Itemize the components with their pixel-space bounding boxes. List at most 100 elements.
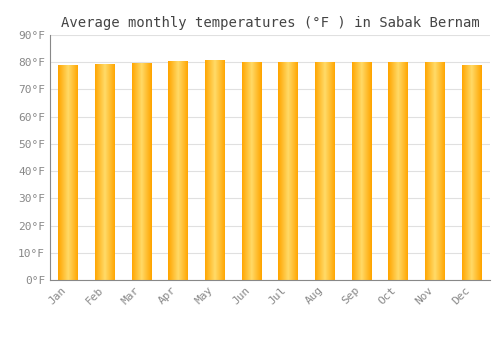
- Bar: [113, 64, 114, 280]
- Bar: [74, 65, 75, 280]
- Bar: [178, 61, 179, 280]
- Bar: [473, 65, 474, 280]
- Bar: [184, 61, 185, 280]
- Bar: [73, 65, 74, 280]
- Bar: [470, 65, 471, 280]
- Bar: [209, 60, 210, 280]
- Bar: [370, 62, 372, 280]
- Bar: [143, 63, 144, 280]
- Bar: [284, 63, 285, 280]
- Bar: [441, 63, 442, 280]
- Bar: [133, 63, 134, 280]
- Bar: [181, 61, 182, 280]
- Bar: [323, 62, 324, 280]
- Bar: [291, 63, 292, 280]
- Bar: [368, 62, 369, 280]
- Bar: [169, 61, 170, 280]
- Bar: [353, 62, 354, 280]
- Bar: [252, 62, 253, 280]
- Bar: [334, 62, 335, 280]
- Bar: [358, 62, 359, 280]
- Bar: [466, 65, 467, 280]
- Bar: [244, 62, 245, 280]
- Bar: [432, 63, 433, 280]
- Bar: [480, 65, 481, 280]
- Bar: [247, 62, 248, 280]
- Bar: [468, 65, 469, 280]
- Bar: [478, 65, 479, 280]
- Bar: [361, 62, 362, 280]
- Bar: [105, 64, 106, 280]
- Bar: [427, 63, 428, 280]
- Bar: [474, 65, 475, 280]
- Bar: [403, 62, 404, 280]
- Bar: [145, 63, 146, 280]
- Bar: [251, 62, 252, 280]
- Bar: [428, 63, 429, 280]
- Bar: [442, 63, 443, 280]
- Bar: [363, 62, 364, 280]
- Bar: [370, 62, 371, 280]
- Bar: [401, 62, 402, 280]
- Bar: [292, 63, 293, 280]
- Bar: [61, 65, 62, 280]
- Bar: [294, 63, 295, 280]
- Bar: [481, 65, 482, 280]
- Bar: [290, 63, 291, 280]
- Bar: [434, 63, 435, 280]
- Bar: [478, 65, 480, 280]
- Bar: [69, 65, 70, 280]
- Bar: [147, 63, 148, 280]
- Bar: [63, 65, 64, 280]
- Bar: [318, 62, 319, 280]
- Bar: [324, 62, 325, 280]
- Bar: [172, 61, 173, 280]
- Bar: [369, 62, 370, 280]
- Bar: [187, 61, 188, 280]
- Bar: [183, 61, 184, 280]
- Bar: [177, 61, 178, 280]
- Bar: [218, 60, 219, 280]
- Bar: [322, 62, 323, 280]
- Bar: [254, 62, 255, 280]
- Bar: [210, 60, 211, 280]
- Bar: [214, 60, 215, 280]
- Bar: [293, 63, 294, 280]
- Bar: [439, 63, 440, 280]
- Bar: [259, 62, 260, 280]
- Bar: [68, 65, 69, 280]
- Bar: [151, 63, 152, 280]
- Bar: [399, 62, 400, 280]
- Bar: [405, 62, 406, 280]
- Bar: [180, 61, 181, 280]
- Bar: [279, 63, 280, 280]
- Bar: [327, 62, 328, 280]
- Bar: [71, 65, 72, 280]
- Bar: [475, 65, 476, 280]
- Bar: [150, 63, 151, 280]
- Bar: [208, 60, 209, 280]
- Bar: [295, 63, 296, 280]
- Bar: [139, 63, 140, 280]
- Bar: [393, 62, 394, 280]
- Bar: [60, 65, 61, 280]
- Bar: [315, 62, 316, 280]
- Bar: [212, 60, 213, 280]
- Bar: [282, 63, 283, 280]
- Bar: [146, 63, 147, 280]
- Bar: [325, 62, 326, 280]
- Bar: [67, 65, 68, 280]
- Bar: [371, 62, 372, 280]
- Bar: [216, 60, 217, 280]
- Bar: [98, 64, 99, 280]
- Bar: [286, 63, 287, 280]
- Title: Average monthly temperatures (°F ) in Sabak Bernam: Average monthly temperatures (°F ) in Sa…: [60, 16, 480, 30]
- Bar: [150, 63, 152, 280]
- Bar: [66, 65, 67, 280]
- Bar: [185, 61, 186, 280]
- Bar: [425, 63, 426, 280]
- Bar: [261, 62, 262, 280]
- Bar: [112, 64, 113, 280]
- Bar: [136, 63, 137, 280]
- Bar: [148, 63, 150, 280]
